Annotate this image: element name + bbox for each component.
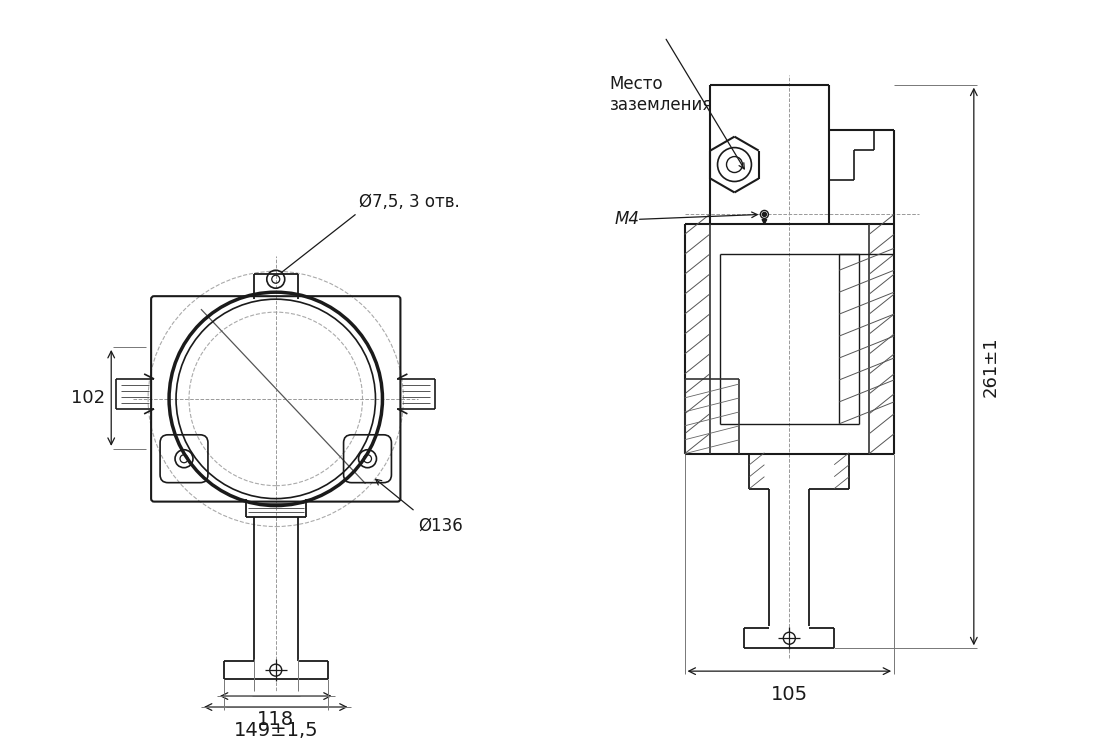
Text: Ø7,5, 3 отв.: Ø7,5, 3 отв. [359, 194, 460, 212]
Text: 149±1,5: 149±1,5 [233, 721, 318, 740]
Text: 118: 118 [257, 710, 295, 729]
Text: 261±1: 261±1 [982, 336, 1000, 397]
Circle shape [762, 212, 767, 216]
Text: Ø136: Ø136 [418, 516, 463, 535]
Text: M4: M4 [615, 210, 640, 229]
Text: Место
заземления: Место заземления [609, 74, 713, 113]
Text: 105: 105 [771, 685, 807, 704]
Text: 102: 102 [72, 389, 106, 407]
